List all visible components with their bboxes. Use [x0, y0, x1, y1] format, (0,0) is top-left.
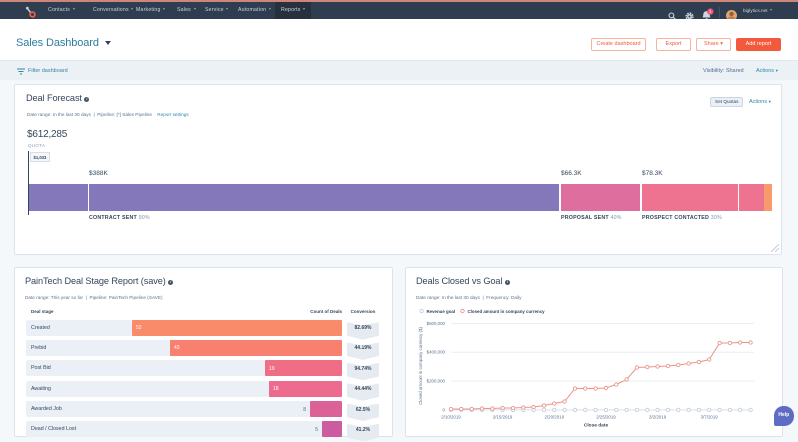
- svg-text:2/20/2019: 2/20/2019: [545, 415, 565, 420]
- svg-text:3/7/2019: 3/7/2019: [701, 415, 719, 420]
- svg-text:$400,000: $400,000: [427, 350, 446, 355]
- svg-text:Closed amount in company curre: Closed amount in company currency ($): [418, 327, 423, 405]
- svg-text:2/25/2019: 2/25/2019: [596, 415, 616, 420]
- svg-text:Revenue goal: Revenue goal: [427, 309, 456, 314]
- svg-text:Closed amount in company curre: Closed amount in company currency: [468, 309, 546, 314]
- svg-text:Close date: Close date: [584, 423, 609, 429]
- svg-text:1: 1: [709, 9, 712, 14]
- svg-text:$600,000: $600,000: [427, 321, 446, 326]
- svg-text:2/10/2019: 2/10/2019: [441, 415, 461, 420]
- svg-text:3/2/2019: 3/2/2019: [649, 415, 667, 420]
- svg-text:2/15/2019: 2/15/2019: [493, 415, 513, 420]
- svg-text:$200,000: $200,000: [427, 379, 446, 384]
- svg-text:0: 0: [443, 407, 446, 412]
